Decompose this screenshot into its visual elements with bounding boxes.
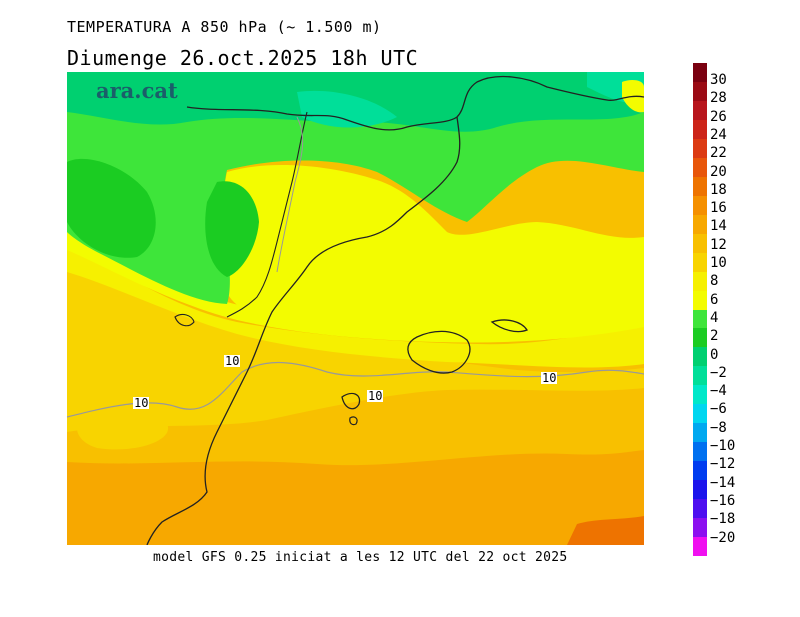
contour-label: 10: [133, 396, 150, 410]
colorbar-label: −8: [710, 419, 727, 436]
colorbar-swatch: [693, 119, 707, 140]
colorbar-label: 12: [710, 236, 727, 253]
region-6-8-central: [218, 165, 644, 330]
colorbar-label: 16: [710, 200, 727, 217]
colorbar-swatch: [693, 442, 707, 462]
colorbar-swatch: [693, 518, 707, 538]
model-info: model GFS 0.25 iniciat a les 12 UTC del …: [153, 550, 568, 565]
colorbar-swatch: [693, 347, 707, 367]
colorbar-label: 14: [710, 218, 727, 235]
formentera-outline: [349, 416, 358, 426]
colorbar-swatch: [693, 81, 707, 102]
colorbar-label: 2: [710, 328, 719, 345]
colorbar-label: 8: [710, 273, 719, 290]
colorbar-swatch: [693, 309, 707, 329]
colorbar-label: −10: [710, 438, 736, 454]
colorbar-swatch: [693, 157, 707, 178]
colorbar-swatch: [693, 252, 707, 273]
colorbar-swatch: [693, 366, 707, 386]
colorbar-label: 0: [710, 346, 719, 363]
colorbar-label: −14: [710, 474, 736, 491]
colorbar-swatch: [693, 480, 707, 500]
colorbar-swatch: [693, 100, 707, 121]
contour-label: 10: [541, 371, 558, 385]
colorbar-swatch: [693, 63, 707, 83]
map-svg: [67, 72, 644, 545]
colorbar-label: 18: [710, 181, 727, 198]
menorca-outline: [490, 319, 528, 333]
colorbar-swatch: [693, 176, 707, 197]
border-gray: [276, 116, 304, 273]
colorbar-swatch: [693, 385, 707, 405]
colorbar-label: 28: [710, 90, 727, 107]
colorbar-label: −2: [710, 364, 727, 381]
colorbar-swatch: [693, 499, 707, 519]
colorbar-label: −18: [710, 511, 736, 528]
map-date: Diumenge 26.oct.2025 18h UTC: [67, 46, 419, 70]
isotherm-10: [67, 362, 644, 418]
region-10-12-west: [77, 408, 169, 450]
region-2-4-pyrenees: [205, 181, 259, 277]
region-16-18: [567, 516, 644, 545]
colorbar-label: 22: [710, 145, 727, 162]
colorbar-swatch: [693, 461, 707, 481]
region-minus2-0: [297, 90, 397, 128]
colorbar-swatch: [693, 138, 707, 159]
colorbar-swatch: [693, 271, 707, 292]
border-inland: [226, 111, 308, 318]
contour-label: 10: [224, 354, 241, 368]
colorbar-label: 10: [710, 255, 727, 271]
inland-outline: [174, 313, 195, 327]
ara-cat-logo: ara.cat: [96, 78, 178, 103]
colorbar-label: −4: [710, 383, 727, 400]
colorbar-label: −6: [710, 401, 727, 418]
colorbar-label: 4: [710, 309, 719, 326]
region-8-10: [67, 244, 644, 368]
colorbar-swatch: [693, 404, 707, 424]
colorbar-label: −12: [710, 456, 736, 473]
colorbar-label: 26: [710, 108, 727, 125]
temperature-colorbar: [693, 63, 707, 557]
ibiza-outline: [341, 392, 361, 410]
mallorca-outline: [407, 330, 471, 374]
colorbar-label: −16: [710, 492, 736, 509]
colorbar-swatch: [693, 328, 707, 348]
region-2-4-west: [67, 158, 156, 258]
colorbar-swatch: [693, 423, 707, 443]
contour-label: 10: [367, 389, 384, 403]
colorbar-swatch: [693, 290, 707, 310]
colorbar-label: 24: [710, 126, 727, 143]
temperature-map: 10 10 10 10: [67, 72, 644, 545]
colorbar-swatch: [693, 233, 707, 254]
map-title: TEMPERATURA A 850 hPa (~ 1.500 m): [67, 18, 382, 36]
colorbar-label: −20: [710, 529, 736, 546]
colorbar-swatch: [693, 537, 707, 557]
colorbar-label: 6: [710, 291, 719, 308]
colorbar-swatch: [693, 195, 707, 216]
region-6-8: [67, 222, 644, 343]
colorbar-label: 20: [710, 163, 727, 180]
colorbar-swatch: [693, 214, 707, 235]
coastline: [146, 116, 461, 545]
region-14-16: [67, 450, 644, 545]
colorbar-label: 30: [710, 72, 727, 88]
